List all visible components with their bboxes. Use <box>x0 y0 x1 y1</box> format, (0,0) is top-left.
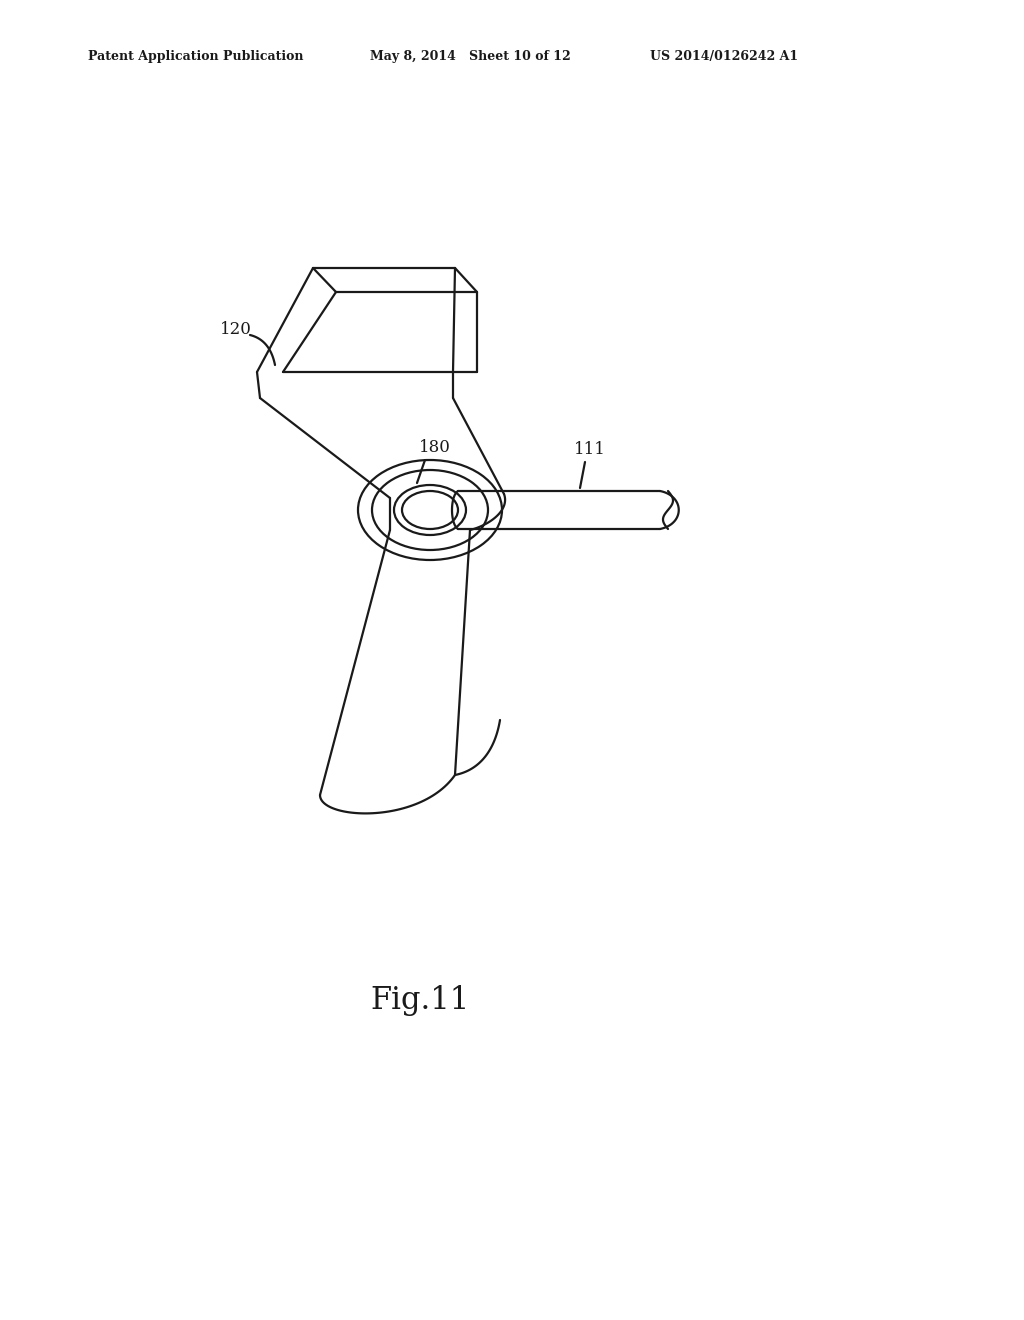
Text: May 8, 2014   Sheet 10 of 12: May 8, 2014 Sheet 10 of 12 <box>370 50 570 63</box>
Text: Patent Application Publication: Patent Application Publication <box>88 50 303 63</box>
Text: 180: 180 <box>419 440 451 457</box>
Text: Fig.11: Fig.11 <box>371 985 470 1015</box>
Text: 120: 120 <box>220 322 252 338</box>
Text: 111: 111 <box>574 441 606 458</box>
Text: US 2014/0126242 A1: US 2014/0126242 A1 <box>650 50 798 63</box>
